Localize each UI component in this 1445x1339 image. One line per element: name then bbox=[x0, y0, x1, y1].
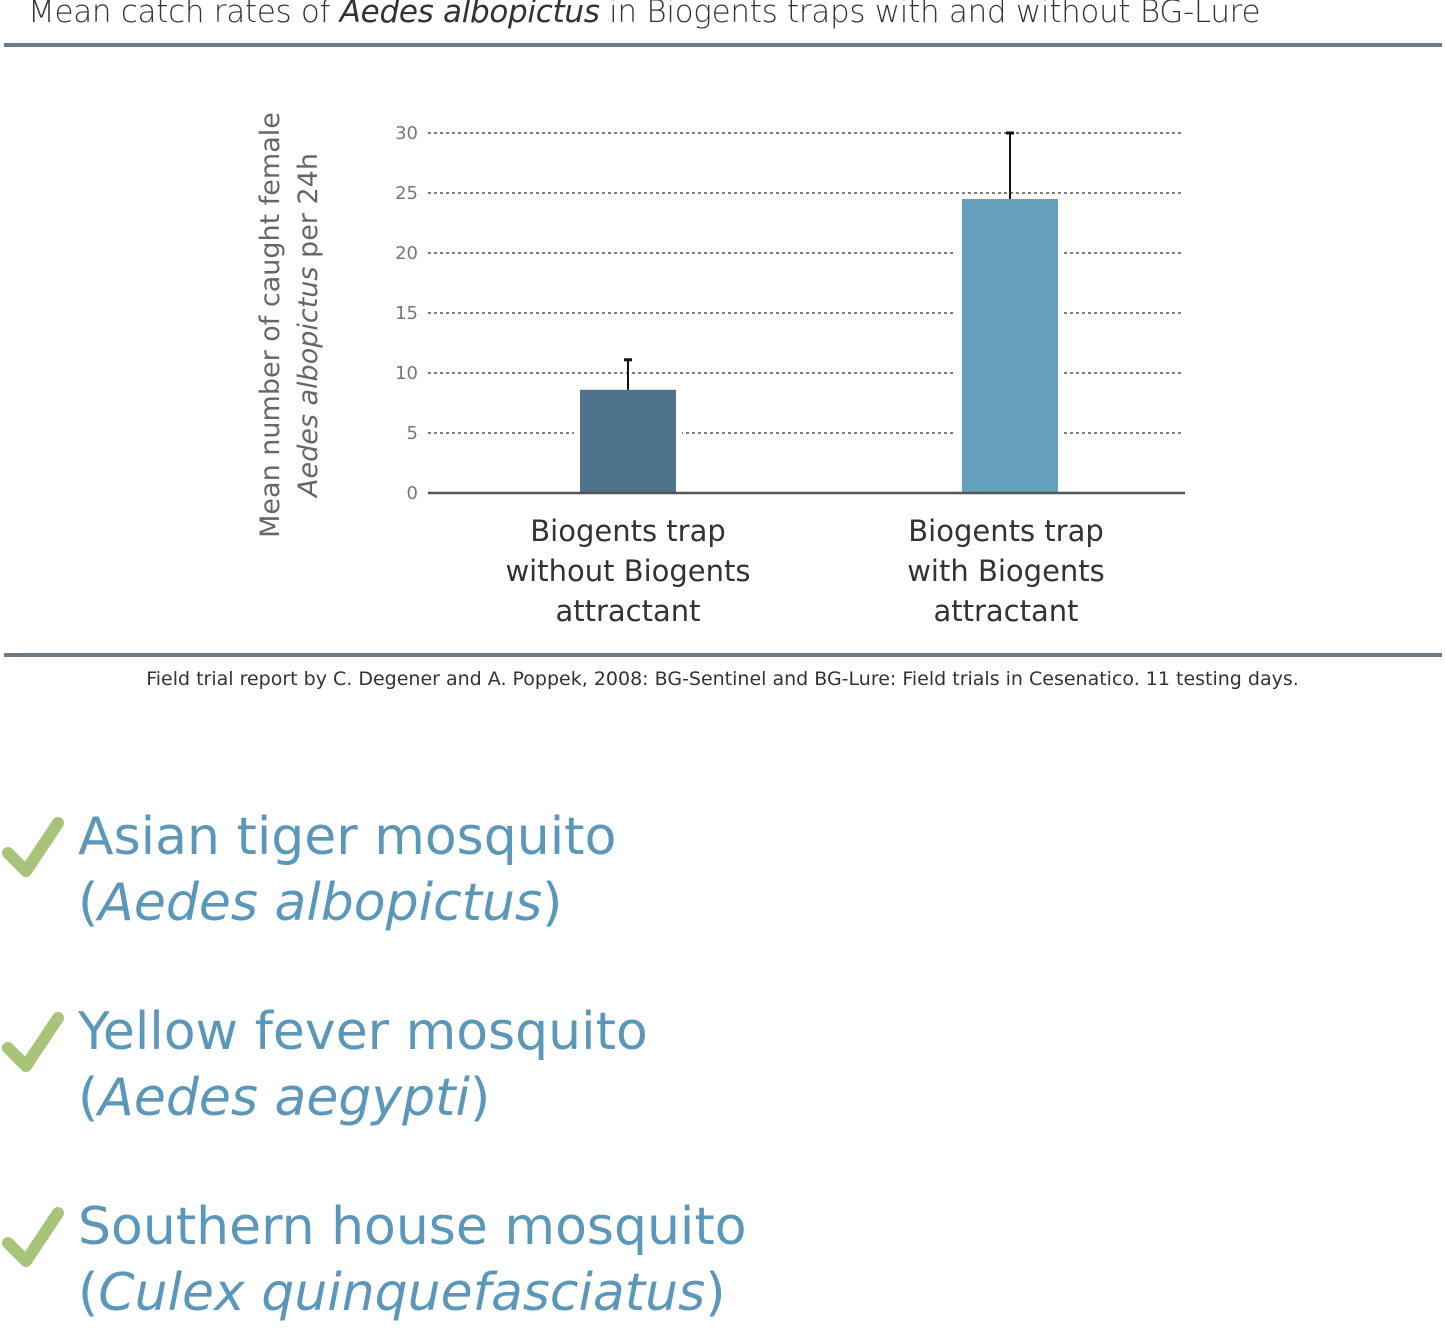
bottom-rule bbox=[4, 653, 1442, 657]
paren-close: ) bbox=[705, 1263, 726, 1323]
species-latin-name: (Culex quinquefasciatus) bbox=[78, 1263, 726, 1323]
species-latin-name: (Aedes albopictus) bbox=[78, 873, 562, 933]
y-tick-label: 0 bbox=[407, 483, 418, 504]
paren-open: ( bbox=[78, 1263, 99, 1323]
check-icon bbox=[2, 1207, 64, 1267]
chart-title: Mean catch rates of Aedes albopictus in … bbox=[28, 0, 1261, 30]
paren-close: ) bbox=[469, 1068, 491, 1128]
paren-open: ( bbox=[78, 873, 99, 933]
species-common-name: Asian tiger mosquito bbox=[78, 807, 617, 867]
y-tick-label: 20 bbox=[395, 243, 418, 264]
x-tick-label-0: Biogents trap without Biogents attractan… bbox=[505, 514, 751, 628]
y-tick-label: 5 bbox=[407, 423, 418, 444]
latin-name: Culex quinquefasciatus bbox=[98, 1263, 706, 1323]
x-tick-label-1: Biogents trap with Biogents attractant bbox=[907, 514, 1105, 628]
latin-name: Aedes albopictus bbox=[98, 873, 543, 933]
species-common-name: Yellow fever mosquito bbox=[78, 1002, 648, 1062]
title-text-end: in Biogents traps with and without BG-Lu… bbox=[599, 0, 1261, 30]
top-rule bbox=[4, 43, 1442, 47]
paren-open: ( bbox=[78, 1068, 99, 1128]
title-text: Mean catch rates of bbox=[28, 0, 340, 30]
footnote: Field trial report by C. Degener and A. … bbox=[146, 668, 1299, 690]
title-italic: Aedes albopictus bbox=[339, 0, 600, 30]
check-icon bbox=[2, 817, 64, 877]
bar-chart: 0 5 10 15 20 25 30 bbox=[395, 123, 1185, 504]
paren-close: ) bbox=[542, 873, 563, 933]
bar bbox=[580, 389, 676, 493]
species-common-name: Southern house mosquito bbox=[78, 1197, 747, 1257]
y-tick-label: 10 bbox=[395, 363, 418, 384]
species-latin-name: (Aedes aegypti) bbox=[78, 1068, 490, 1128]
y-tick-label: 25 bbox=[395, 183, 418, 204]
bar bbox=[962, 199, 1058, 493]
y-tick-label: 15 bbox=[395, 303, 418, 324]
latin-name: Aedes aegypti bbox=[98, 1068, 470, 1128]
check-icon bbox=[2, 1012, 64, 1072]
y-tick-label: 30 bbox=[395, 123, 418, 144]
